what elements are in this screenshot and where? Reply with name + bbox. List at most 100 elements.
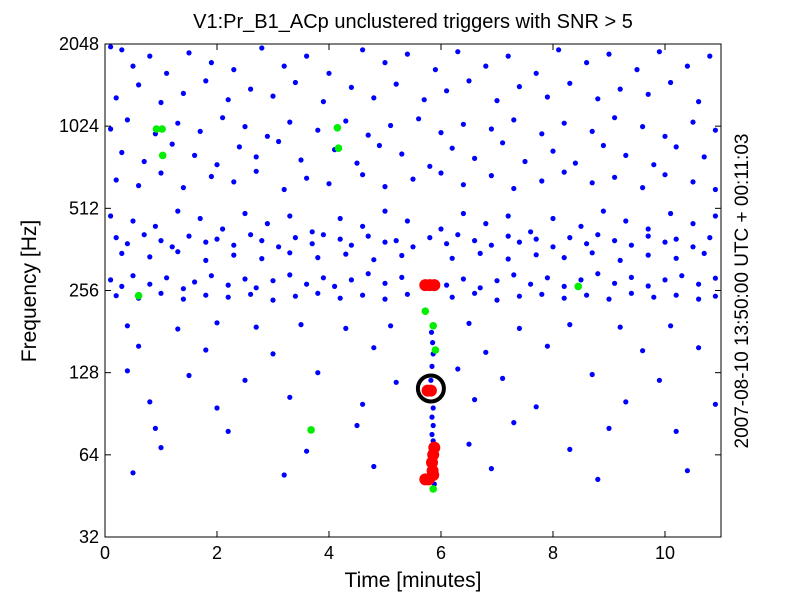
data-point bbox=[539, 131, 545, 137]
data-point bbox=[589, 371, 595, 378]
data-point bbox=[371, 95, 377, 101]
data-point bbox=[287, 272, 293, 278]
data-point bbox=[444, 241, 450, 247]
data-point bbox=[428, 279, 441, 292]
data-point bbox=[158, 125, 166, 133]
data-point bbox=[477, 250, 483, 256]
data-point bbox=[561, 120, 567, 126]
data-point bbox=[108, 126, 114, 132]
data-point bbox=[175, 249, 181, 255]
data-point bbox=[472, 397, 478, 403]
data-point bbox=[645, 226, 651, 232]
data-point bbox=[186, 50, 192, 56]
data-point bbox=[505, 53, 511, 59]
data-point bbox=[348, 277, 354, 283]
data-point bbox=[429, 431, 435, 438]
data-point bbox=[712, 401, 719, 407]
data-point bbox=[298, 322, 304, 328]
data-point bbox=[712, 213, 719, 219]
data-point bbox=[651, 294, 657, 300]
data-point bbox=[208, 60, 214, 66]
y-tick-label: 1024 bbox=[59, 116, 99, 136]
data-point bbox=[567, 446, 573, 452]
data-point bbox=[673, 236, 679, 242]
data-point bbox=[108, 277, 114, 283]
data-point bbox=[158, 445, 164, 451]
data-point bbox=[220, 115, 226, 121]
data-point bbox=[511, 420, 517, 426]
data-point bbox=[595, 271, 601, 277]
data-point bbox=[701, 250, 707, 256]
data-point bbox=[360, 172, 366, 178]
data-point bbox=[169, 244, 175, 250]
data-point bbox=[231, 67, 237, 73]
data-point bbox=[270, 278, 276, 284]
data-point bbox=[130, 470, 136, 476]
data-point bbox=[108, 44, 114, 50]
data-point bbox=[298, 157, 304, 163]
data-point bbox=[505, 213, 511, 219]
data-point bbox=[404, 218, 410, 224]
data-point bbox=[124, 241, 130, 247]
data-point bbox=[696, 345, 702, 351]
data-point bbox=[337, 295, 343, 301]
data-point bbox=[662, 239, 668, 245]
data-point bbox=[231, 252, 237, 258]
data-point bbox=[399, 274, 405, 280]
data-point bbox=[572, 160, 579, 166]
data-point bbox=[225, 97, 231, 103]
data-point bbox=[561, 255, 567, 261]
data-point bbox=[533, 404, 539, 410]
data-point bbox=[197, 128, 203, 134]
data-point bbox=[113, 177, 119, 183]
data-point bbox=[309, 229, 315, 235]
data-point bbox=[696, 99, 702, 105]
data-point bbox=[124, 117, 130, 123]
data-point bbox=[466, 78, 472, 84]
data-point bbox=[248, 86, 254, 92]
data-point bbox=[428, 441, 441, 454]
data-point bbox=[673, 255, 679, 261]
data-point bbox=[662, 133, 668, 139]
y-tick-label: 2048 bbox=[59, 34, 99, 54]
data-point bbox=[483, 63, 489, 69]
data-point bbox=[516, 239, 523, 245]
data-point bbox=[225, 428, 231, 434]
data-point bbox=[430, 405, 436, 411]
data-point bbox=[640, 124, 646, 130]
data-point bbox=[124, 323, 130, 329]
data-point bbox=[410, 244, 416, 250]
data-point bbox=[113, 235, 119, 241]
data-point bbox=[567, 235, 573, 241]
data-point bbox=[668, 210, 674, 217]
data-point bbox=[292, 235, 298, 241]
data-point bbox=[466, 441, 472, 447]
data-point bbox=[488, 173, 494, 179]
data-point bbox=[673, 428, 679, 434]
data-point bbox=[656, 377, 663, 383]
data-point bbox=[186, 233, 192, 239]
data-point bbox=[371, 257, 377, 263]
data-point bbox=[505, 233, 511, 239]
data-point bbox=[533, 252, 539, 258]
data-point bbox=[264, 133, 270, 139]
data-point bbox=[164, 70, 170, 76]
data-point bbox=[130, 63, 136, 69]
data-point bbox=[645, 91, 651, 97]
data-point bbox=[556, 47, 562, 53]
data-point bbox=[354, 160, 360, 166]
data-point bbox=[449, 255, 455, 261]
data-point bbox=[225, 282, 231, 288]
data-point bbox=[287, 394, 293, 400]
data-point bbox=[494, 297, 500, 303]
data-point bbox=[360, 223, 366, 229]
data-point bbox=[304, 281, 310, 287]
data-point bbox=[584, 241, 590, 247]
data-point bbox=[365, 233, 371, 239]
data-point bbox=[304, 53, 310, 59]
data-point bbox=[214, 405, 220, 411]
data-point bbox=[595, 476, 601, 482]
data-point bbox=[455, 232, 461, 238]
data-point bbox=[276, 138, 282, 145]
data-point bbox=[208, 273, 214, 279]
